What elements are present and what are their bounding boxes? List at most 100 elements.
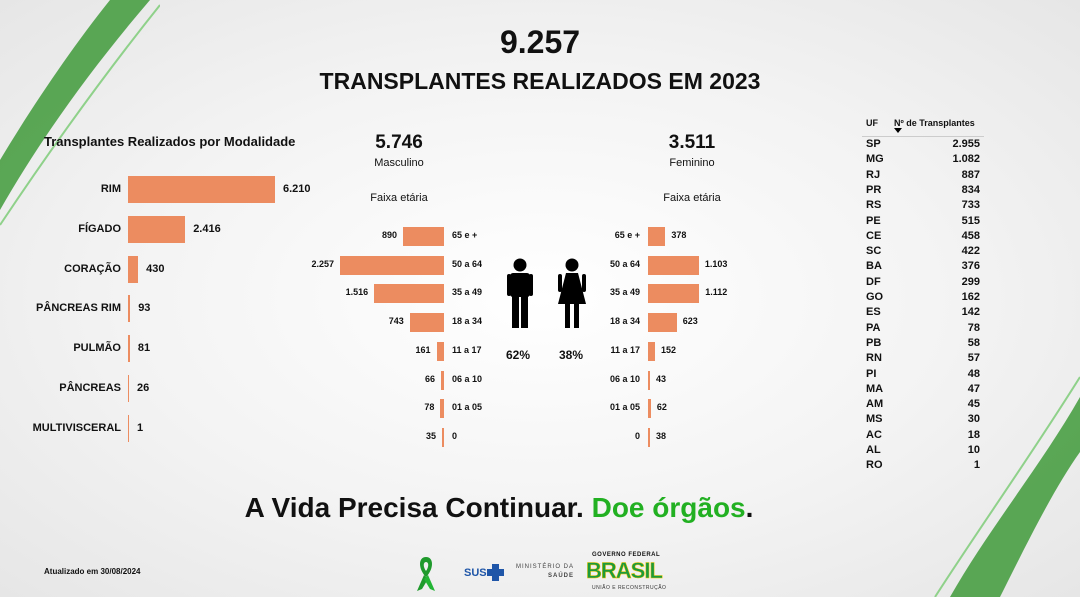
- modality-value: 26: [137, 382, 150, 394]
- modality-value: 6.210: [283, 183, 311, 195]
- updated-date: Atualizado em 30/08/2024: [44, 567, 141, 576]
- modality-bar: [128, 335, 130, 363]
- female-age-value: 62: [656, 402, 667, 413]
- table-cell-count: 1: [973, 459, 980, 472]
- table-header-count[interactable]: Nº de Transplantes: [894, 118, 975, 128]
- table-cell-uf: MG: [866, 153, 884, 166]
- female-age-value: 623: [682, 316, 698, 327]
- table-cell-uf: PR: [866, 183, 882, 196]
- male-age-value: 2.257: [311, 258, 334, 269]
- ministerio-line2: SAÚDE: [548, 573, 575, 579]
- modality-value: 81: [137, 342, 151, 355]
- table-cell-count: 733: [961, 199, 980, 212]
- table-cell-count: 887: [961, 168, 980, 181]
- table-cell-count: 2.955: [952, 138, 980, 150]
- plus-cross-icon: [487, 564, 504, 581]
- female-axis-label: Faixa etária: [663, 192, 721, 204]
- modality-label: PÂNCREAS: [59, 382, 121, 394]
- modality-bar: [128, 215, 186, 243]
- modality-bar: [128, 295, 131, 323]
- table-cell-uf: CE: [866, 229, 882, 242]
- sort-desc-icon[interactable]: [894, 128, 902, 134]
- page-title: TRANSPLANTES REALIZADOS EM 2023: [319, 68, 761, 94]
- table-cell-count: 10: [967, 444, 980, 456]
- female-age-value: 1.103: [704, 258, 728, 269]
- table-cell-uf: MS: [866, 413, 883, 426]
- male-age-value: 1.516: [345, 287, 369, 298]
- table-cell-uf: GO: [866, 291, 884, 303]
- ministerio-line1: MINISTÉRIO DA: [516, 564, 575, 570]
- modality-chart-title: Transplantes Realizados por Modalidade: [44, 134, 296, 149]
- female-age-category: 65 e +: [614, 230, 640, 240]
- male-age-bar: [442, 427, 444, 447]
- male-age-category: 01 a 05: [452, 402, 483, 413]
- table-cell-uf: BA: [866, 260, 882, 273]
- table-cell-uf: AM: [866, 398, 884, 411]
- male-icon: [507, 258, 533, 328]
- male-age-category: 11 a 17: [452, 344, 482, 355]
- gov-tagline: UNIÃO E RECONSTRUÇÃO: [592, 585, 667, 591]
- table-cell-uf: PI: [866, 367, 877, 380]
- male-age-category: 65 e +: [452, 230, 478, 240]
- table-cell-uf: MA: [866, 382, 884, 395]
- male-total: 5.746: [375, 132, 423, 153]
- table-cell-uf: PA: [866, 321, 881, 334]
- table-cell-uf: RS: [866, 199, 882, 212]
- male-label: Masculino: [374, 157, 424, 169]
- female-age-category: 11 a 17: [610, 344, 640, 355]
- table-divider: [862, 136, 984, 137]
- modality-value: 430: [146, 262, 165, 275]
- table-cell-count: 30: [967, 413, 980, 426]
- table-cell-count: 57: [967, 352, 980, 365]
- modality-label: RIM: [100, 183, 121, 195]
- female-age-value: 43: [656, 373, 667, 384]
- male-age-value: 35: [425, 430, 436, 441]
- male-age-bar: [409, 313, 444, 333]
- table-cell-uf: RN: [866, 352, 882, 365]
- female-age-bar: [648, 255, 699, 275]
- table-cell-count: 376: [961, 260, 980, 273]
- modality-value: 93: [138, 302, 151, 315]
- male-age-category: 18 a 34: [452, 316, 483, 327]
- modality-label: PÂNCREAS RIM: [36, 302, 121, 315]
- male-age-bar: [374, 284, 444, 304]
- male-age-bar: [340, 255, 444, 275]
- table-cell-count: 47: [967, 382, 980, 395]
- sus-logo-text: SUS: [464, 567, 487, 579]
- table-cell-count: 299: [961, 275, 980, 288]
- table-cell-count: 458: [961, 229, 980, 242]
- male-age-value: 890: [381, 230, 397, 240]
- table-cell-count: 422: [961, 245, 980, 258]
- female-age-bar: [648, 284, 700, 304]
- male-axis-label: Faixa etária: [370, 192, 428, 204]
- female-age-value: 1.112: [705, 287, 728, 298]
- table-cell-count: 58: [967, 336, 980, 349]
- table-cell-count: 142: [961, 306, 980, 319]
- female-age-value: 152: [661, 344, 677, 355]
- modality-value: 2.416: [193, 222, 221, 235]
- modality-label: PULMÃO: [73, 342, 121, 355]
- male-age-category: 06 a 10: [452, 373, 483, 384]
- brasil-logo: BRASIL: [586, 558, 663, 583]
- modality-label: FÍGADO: [78, 222, 121, 235]
- female-age-bar: [648, 313, 677, 333]
- female-age-bar: [648, 370, 650, 390]
- modality-label: MULTIVISCERAL: [32, 421, 121, 434]
- male-age-value: 743: [388, 316, 404, 327]
- female-age-category: 18 a 34: [609, 316, 640, 327]
- modality-bar: [128, 255, 139, 283]
- male-percent: 62%: [506, 348, 531, 362]
- female-age-category: 0: [634, 430, 640, 441]
- table-cell-uf: AL: [866, 444, 881, 456]
- male-age-category: 0: [452, 430, 458, 441]
- male-age-value: 66: [424, 373, 435, 384]
- table-cell-count: 1.082: [952, 153, 980, 166]
- table-cell-uf: RJ: [866, 168, 881, 181]
- female-total: 3.511: [668, 132, 716, 153]
- female-age-category: 35 a 49: [609, 287, 640, 298]
- female-icon: [558, 258, 586, 328]
- table-cell-uf: SP: [866, 138, 881, 150]
- table-cell-uf: SC: [866, 245, 882, 258]
- table-cell-uf: PB: [866, 336, 882, 349]
